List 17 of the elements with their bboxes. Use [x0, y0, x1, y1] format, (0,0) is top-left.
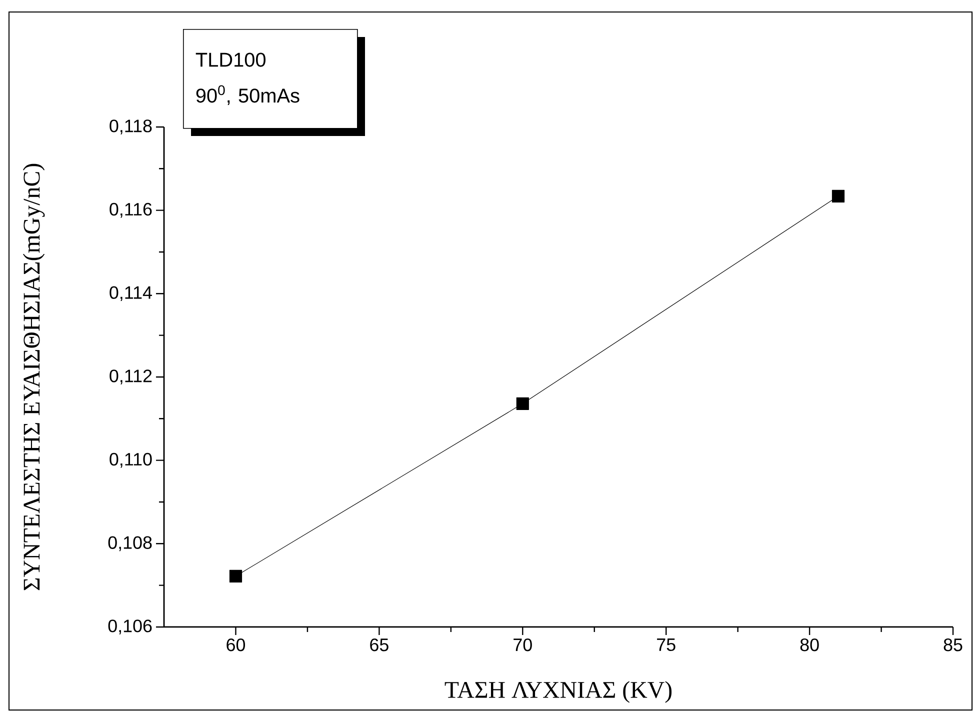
- x-tick-label: 75: [657, 638, 676, 652]
- text: TLD100: [196, 52, 266, 67]
- x-tick-label: 80: [800, 638, 819, 652]
- y-tick-label: 0,118: [110, 120, 152, 134]
- y-tick-label: 0,114: [110, 286, 152, 302]
- y-axis-title: ΣΥΝΤΕΛΕΣΤΗΣ ΕΥΑΙΣΘΗΣΙΑΣ(mGy/nC): [22, 164, 45, 590]
- y-tick-label: 0,110: [110, 452, 152, 468]
- x-tick-label: 85: [944, 638, 962, 652]
- y-tick-label: 0,112: [110, 370, 152, 384]
- y-tick-label: 0,116: [110, 202, 152, 218]
- x-tick-label: 65: [370, 638, 388, 652]
- x-tick-label: 60: [226, 638, 246, 652]
- x-tick-label: 70: [514, 638, 532, 652]
- y-tick-label: 0,108: [108, 536, 152, 552]
- text: 90$^{0}$, 50mAs: [196, 85, 300, 106]
- y-tick-label: 0,106: [108, 620, 152, 634]
- x-axis-title: ΤΑΣΗ ΛΥΧΝΙΑΣ (KV): [444, 681, 672, 703]
